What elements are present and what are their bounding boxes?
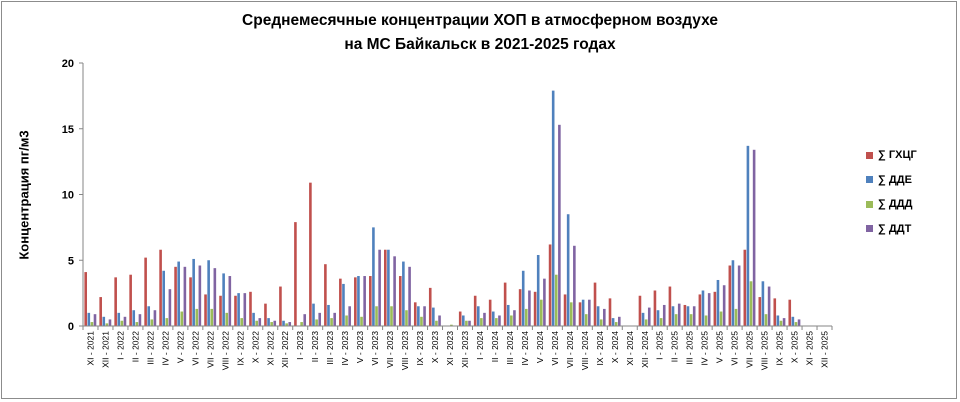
- chart-title-line1: Среднемесячные концентрации ХОП в атмосф…: [242, 12, 718, 29]
- legend-label: ∑ ДДД: [878, 198, 913, 211]
- legend-swatch: [866, 225, 873, 233]
- legend-item: ∑ ДДТ: [866, 217, 917, 242]
- legend-label: ∑ ДДТ: [878, 222, 912, 235]
- legend: ∑ ГХЦГ ∑ ДДЕ ∑ ДДД ∑ ДДТ: [866, 143, 917, 241]
- y-axis-label: Концентрация пг/м3: [16, 130, 32, 260]
- legend-label: ∑ ДДЕ: [878, 173, 912, 186]
- chart-title-line2: на МС Байкальск в 2021-2025 годах: [344, 36, 616, 53]
- legend-item: ∑ ДДД: [866, 192, 917, 217]
- legend-item: ∑ ДДЕ: [866, 168, 917, 193]
- legend-swatch: [866, 176, 873, 184]
- legend-swatch: [866, 200, 873, 208]
- legend-item: ∑ ГХЦГ: [866, 143, 917, 168]
- legend-label: ∑ ГХЦГ: [878, 149, 917, 162]
- legend-swatch: [866, 151, 873, 159]
